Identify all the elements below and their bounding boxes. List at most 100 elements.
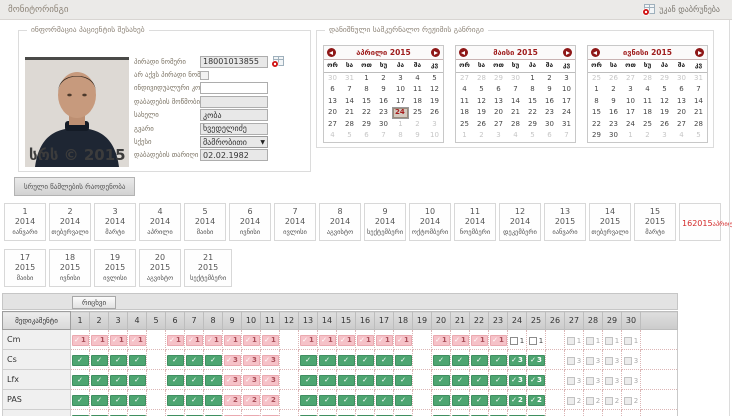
calendar-day[interactable]: 12 — [430, 85, 439, 93]
dose-cell[interactable]: ✓ — [108, 389, 128, 410]
month-box[interactable]: 3 2014 მარტი — [94, 203, 136, 241]
calendar-day[interactable]: 4 — [415, 73, 420, 82]
calendar-day[interactable]: 3 — [628, 85, 633, 93]
dose-cell[interactable]: ✓ — [317, 369, 337, 390]
person-lookup-button[interactable] — [271, 55, 284, 68]
calendar-day[interactable]: 1 — [594, 85, 599, 93]
calendar-day[interactable]: 16 — [545, 96, 554, 105]
calendar-day[interactable]: 23 — [379, 108, 388, 116]
calendar-day[interactable]: 23 — [609, 119, 618, 128]
calendar-day[interactable]: 21 — [694, 108, 703, 116]
dose-cell[interactable]: ✓ — [488, 389, 508, 410]
calendar-day[interactable]: 22 — [362, 108, 371, 116]
dose-cell[interactable]: ✓ — [450, 369, 470, 390]
dose-cell[interactable]: ✓ 1 — [393, 329, 413, 350]
calendar-day[interactable]: 12 — [477, 96, 486, 105]
calendar-day[interactable]: 19 — [477, 108, 486, 116]
dose-cell[interactable]: ✓ — [469, 369, 489, 390]
dose-cell[interactable]: ✓ 2 — [222, 389, 242, 410]
dose-cell[interactable]: ✓ — [450, 389, 470, 410]
dose-cell[interactable]: ✓3 — [507, 349, 527, 370]
calendar-day[interactable]: 2 — [547, 73, 552, 82]
calendar-prev-button[interactable] — [459, 48, 468, 57]
dose-cell[interactable]: ✓ — [336, 389, 356, 410]
calendar-day[interactable]: 1 — [364, 73, 369, 82]
month-box[interactable]: 18 2015 ივნისი — [49, 249, 91, 287]
dose-cell[interactable]: ✓ 1 — [165, 329, 185, 350]
dose-cell[interactable]: ✓ — [203, 369, 223, 390]
calendar-day[interactable]: 6 — [496, 85, 501, 93]
dose-cell[interactable]: ✓3 — [507, 409, 527, 416]
dose-cell[interactable]: ✓ — [374, 389, 394, 410]
dose-cell[interactable]: ✓ 2 — [260, 389, 280, 410]
dose-cell[interactable]: ✓ — [70, 369, 90, 390]
dose-cell[interactable]: ✓ 1 — [450, 329, 470, 350]
calendar-day-selected[interactable]: 24 — [392, 107, 409, 119]
dose-cell[interactable]: ✓ — [127, 409, 147, 416]
dose-cell[interactable]: ✓ 1 — [298, 329, 318, 350]
calendar-day[interactable]: 30 — [545, 119, 554, 128]
dose-cell[interactable]: ✓ — [165, 409, 185, 416]
calendar-day[interactable]: 5 — [479, 85, 484, 93]
dose-cell[interactable]: ✓ — [70, 409, 90, 416]
month-box[interactable]: 8 2014 აგვისტო — [319, 203, 361, 241]
calendar-day[interactable]: 22 — [592, 119, 601, 128]
dose-cell[interactable]: ✓ — [393, 349, 413, 370]
dose-cell[interactable]: ✓ — [203, 389, 223, 410]
month-box-selected[interactable]: 162015აპრილი — [679, 203, 732, 241]
calendar-day[interactable]: 3 — [398, 73, 403, 82]
dose-cell[interactable]: ✓ 2 — [526, 389, 546, 410]
dose-cell[interactable]: ✓3 — [260, 369, 280, 390]
month-box[interactable]: 21 2015 სექტემბერი — [184, 249, 233, 287]
calendar-day[interactable]: 4 — [645, 85, 650, 93]
calendar-day[interactable]: 18 — [460, 108, 469, 116]
calendar-day[interactable]: 16 — [379, 96, 388, 105]
dose-cell[interactable]: ✓ — [393, 369, 413, 390]
dose-cell[interactable]: ✓ — [393, 389, 413, 410]
gender-select[interactable]: მამრობითი ▼ — [200, 136, 268, 149]
calendar-day[interactable]: 7 — [347, 85, 352, 93]
month-box[interactable]: 2 2014 თებერვალი — [49, 203, 91, 241]
dose-cell[interactable]: ✓ — [431, 349, 451, 370]
calendar-day[interactable]: 29 — [528, 119, 537, 128]
calendar-day[interactable]: 2 — [381, 73, 386, 82]
dose-cell[interactable]: ✓ — [469, 389, 489, 410]
dose-checkbox[interactable] — [528, 336, 537, 345]
calendar-day[interactable]: 13 — [494, 96, 503, 105]
dose-cell[interactable]: 1 — [507, 329, 527, 350]
calendar-day[interactable]: 15 — [362, 96, 371, 105]
dose-cell[interactable]: ✓ — [108, 369, 128, 390]
dose-cell[interactable]: ✓ — [165, 349, 185, 370]
dose-cell[interactable]: ✓ — [488, 369, 508, 390]
calendar-day[interactable]: 18 — [413, 96, 422, 105]
calendar-day[interactable]: 10 — [396, 85, 405, 93]
calendar-day[interactable]: 29 — [362, 119, 371, 128]
dose-cell[interactable]: ✓ 1 — [488, 329, 508, 350]
calendar-day[interactable]: 9 — [381, 85, 386, 93]
dose-cell[interactable]: ✓ — [355, 389, 375, 410]
dose-cell[interactable]: ✓ — [431, 369, 451, 390]
dose-cell[interactable]: ✓ 1 — [469, 329, 489, 350]
dose-cell[interactable]: ✓ 1 — [431, 329, 451, 350]
dose-cell[interactable]: ✓3 — [526, 409, 546, 416]
month-box[interactable]: 7 2014 ივლისი — [274, 203, 316, 241]
dose-cell[interactable]: ✓ 1 — [184, 329, 204, 350]
dose-cell[interactable]: ✓ 1 — [222, 329, 242, 350]
date-header-button[interactable]: რიცხვი — [72, 296, 117, 309]
dose-cell[interactable]: ✓ 1 — [89, 329, 109, 350]
calendar-day[interactable]: 27 — [677, 119, 686, 128]
dose-cell[interactable]: ✓ — [393, 409, 413, 416]
dose-cell[interactable]: ✓ — [89, 369, 109, 390]
calendar-next-button[interactable] — [430, 48, 440, 57]
calendar-next-button[interactable] — [694, 48, 704, 57]
calendar-day[interactable]: 29 — [592, 131, 601, 139]
month-box[interactable]: 12 2014 დეკემბერი — [499, 203, 541, 241]
dose-cell[interactable]: ✓3 — [526, 349, 546, 370]
calendar-day[interactable]: 26 — [660, 119, 669, 128]
dose-cell[interactable]: ✓ — [336, 409, 356, 416]
dose-cell[interactable]: ✓ — [469, 409, 489, 416]
dose-cell[interactable]: ✓ 1 — [241, 329, 261, 350]
calendar-day[interactable]: 8 — [364, 85, 369, 93]
calendar-day[interactable]: 9 — [611, 96, 616, 105]
dose-cell[interactable]: ✓3 — [260, 409, 280, 416]
